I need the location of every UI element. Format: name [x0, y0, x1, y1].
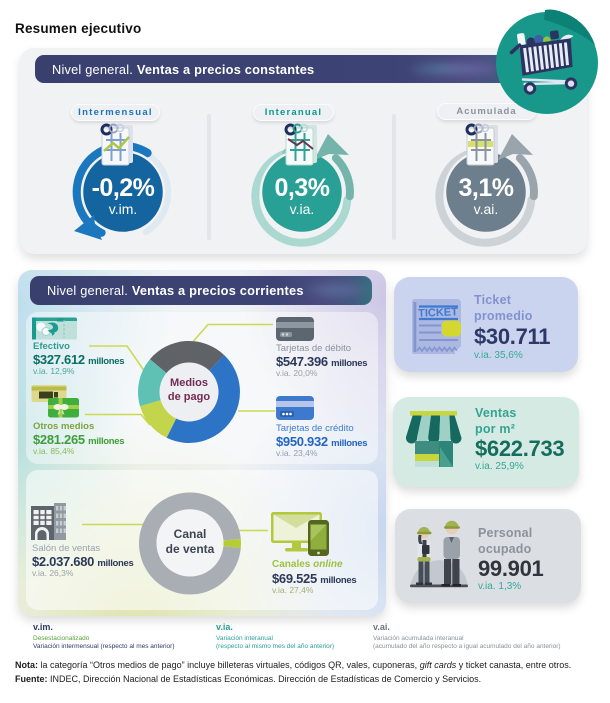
svg-text:TICKET: TICKET	[418, 306, 458, 319]
